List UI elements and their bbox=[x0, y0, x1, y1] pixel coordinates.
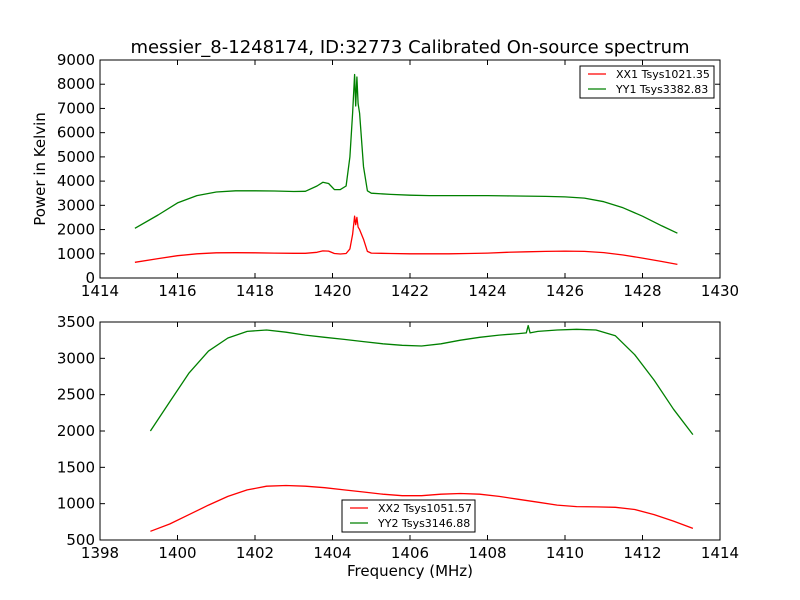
bottom-y-tick-label: 1000 bbox=[57, 495, 95, 513]
top-x-tick-label: 1428 bbox=[623, 282, 661, 300]
top-y-tick-label: 5000 bbox=[57, 148, 95, 166]
top-legend: XX1 Tsys1021.35 YY1 Tsys3382.83 bbox=[579, 65, 715, 99]
bottom-series-group bbox=[149, 324, 694, 532]
top-series-group bbox=[134, 73, 678, 266]
top-y-axis-label: Power in Kelvin bbox=[31, 112, 49, 226]
top-y-tick-label: 3000 bbox=[57, 196, 95, 214]
top-y-tick-label: 7000 bbox=[57, 99, 95, 117]
top-y-axis: 0 1000 2000 3000 4000 5000 6000 7000 8000 9000 bbox=[57, 51, 720, 287]
top-y-tick-label: 6000 bbox=[57, 124, 95, 142]
bottom-y-tick-label: 2500 bbox=[57, 386, 95, 404]
bottom-x-axis: 1398 1400 1402 1404 1406 1408 1410 1412 1414 bbox=[81, 322, 739, 562]
bottom-x-tick-label: 1414 bbox=[701, 544, 739, 562]
top-x-tick-label: 1420 bbox=[313, 282, 351, 300]
top-y-tick-label: 2000 bbox=[57, 221, 95, 239]
top-legend-box bbox=[579, 65, 715, 99]
bottom-y-tick-label: 2000 bbox=[57, 422, 95, 440]
top-x-tick-label: 1416 bbox=[158, 282, 196, 300]
bottom-x-tick-label: 1404 bbox=[313, 544, 351, 562]
bottom-series-line-0 bbox=[150, 484, 694, 532]
legend-label-xx1: XX1 Tsys1021.35 bbox=[616, 68, 710, 81]
top-y-tick-label: 1000 bbox=[57, 245, 95, 263]
legend-label-yy2: YY2 Tsys3146.88 bbox=[377, 517, 470, 530]
legend-label-yy1: YY1 Tsys3382.83 bbox=[615, 83, 708, 96]
bottom-x-axis-label: Frequency (MHz) bbox=[347, 562, 473, 580]
bottom-x-tick-label: 1398 bbox=[81, 544, 119, 562]
bottom-legend: XX2 Tsys1051.57 YY2 Tsys3146.88 bbox=[341, 499, 476, 533]
bottom-chart: 1398 1400 1402 1404 1406 1408 1410 1412 1414 500… bbox=[57, 313, 739, 580]
bottom-x-tick-label: 1400 bbox=[158, 544, 196, 562]
bottom-y-tick-label: 500 bbox=[66, 531, 95, 549]
top-y-tick-label: 8000 bbox=[57, 75, 95, 93]
bottom-y-tick-label: 3000 bbox=[57, 349, 95, 367]
bottom-legend-box bbox=[341, 499, 476, 533]
top-series-line-1 bbox=[134, 73, 678, 234]
top-x-tick-label: 1426 bbox=[546, 282, 584, 300]
bottom-x-tick-label: 1402 bbox=[236, 544, 274, 562]
top-x-tick-label: 1430 bbox=[701, 282, 739, 300]
top-y-tick-label: 0 bbox=[85, 269, 95, 287]
top-x-tick-label: 1424 bbox=[468, 282, 506, 300]
top-x-axis: 1414 1416 1418 1420 1422 1424 1426 1428 1430 bbox=[81, 60, 739, 300]
legend-label-xx2: XX2 Tsys1051.57 bbox=[378, 502, 472, 515]
bottom-y-axis: 500 1000 1500 2000 2500 3000 3500 bbox=[57, 313, 720, 549]
top-x-tick-label: 1418 bbox=[236, 282, 274, 300]
bottom-x-tick-label: 1410 bbox=[546, 544, 584, 562]
bottom-x-tick-label: 1408 bbox=[468, 544, 506, 562]
top-x-tick-label: 1422 bbox=[391, 282, 429, 300]
top-x-tick-label: 1414 bbox=[81, 282, 119, 300]
top-y-tick-label: 9000 bbox=[57, 51, 95, 69]
top-chart: messier_8-1248174, ID:32773 Calibrated O… bbox=[31, 37, 739, 300]
bottom-y-tick-label: 1500 bbox=[57, 458, 95, 476]
bottom-x-tick-label: 1406 bbox=[391, 544, 429, 562]
bottom-series-line-1 bbox=[149, 324, 694, 435]
top-chart-title: messier_8-1248174, ID:32773 Calibrated O… bbox=[130, 37, 689, 58]
top-y-tick-label: 4000 bbox=[57, 172, 95, 190]
top-series-line-0 bbox=[134, 215, 678, 266]
bottom-y-tick-label: 3500 bbox=[57, 313, 95, 331]
bottom-x-tick-label: 1412 bbox=[623, 544, 661, 562]
